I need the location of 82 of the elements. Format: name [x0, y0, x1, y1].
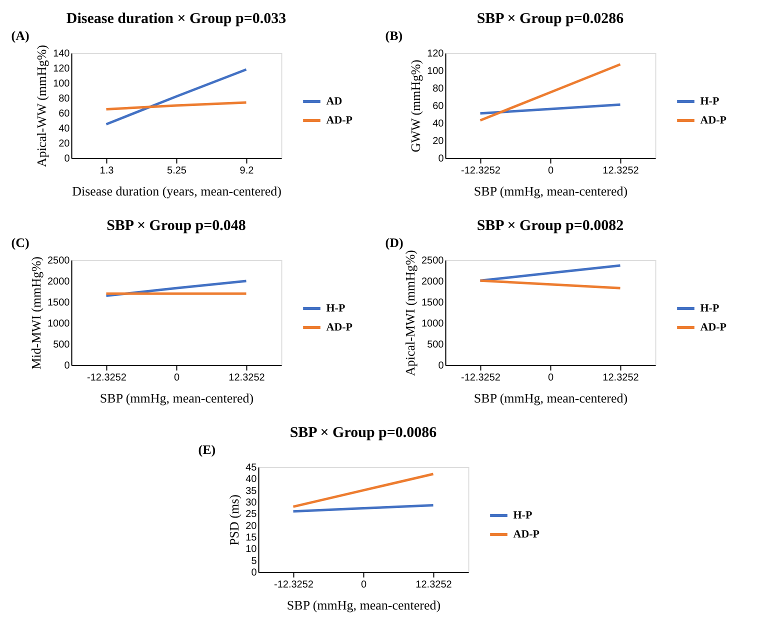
y-tick-label: 25 [246, 509, 258, 520]
legend-label: AD-P [326, 322, 353, 334]
x-tick-label: 12.3252 [228, 372, 266, 384]
chart-title: SBP × Group p=0.048 [106, 218, 246, 234]
legend-label: H-P [326, 302, 346, 314]
x-tick-label: 0 [360, 580, 367, 590]
legend-label: H-P [513, 510, 532, 522]
y-tick-label: 500 [427, 340, 444, 350]
y-tick-label: 2000 [422, 276, 444, 288]
y-tick-label: 1500 [422, 298, 444, 308]
x-tick-label: -12.3252 [87, 372, 127, 384]
x-tick-label: 0 [174, 372, 180, 384]
legend-label: AD-P [513, 528, 540, 540]
y-axis-title: Apical-MWI (mmHg%) [402, 250, 418, 376]
y-tick-label: 30 [246, 498, 258, 508]
text: (D) [385, 235, 404, 250]
y-tick-label: 1500 [48, 298, 70, 308]
y-tick-label: 60 [432, 101, 444, 112]
y-tick-label: 35 [246, 486, 258, 497]
text: (B) [385, 28, 403, 43]
chart-title: SBP × Group p=0.0286 [476, 11, 624, 27]
y-tick-label: 0 [438, 360, 444, 372]
y-tick-label: 40 [58, 124, 70, 134]
x-axis-title: SBP (mmHg, mean-centered) [100, 390, 254, 406]
x-tick-label: 12.3252 [602, 372, 640, 384]
x-axis-title: SBP (mmHg, mean-centered) [474, 390, 628, 406]
y-tick-label: 0 [438, 154, 444, 164]
y-tick-label: 120 [53, 64, 70, 74]
y-tick-label: 0 [64, 154, 70, 164]
y-axis-title: GWW (mmHg%) [408, 60, 424, 152]
y-axis-title: Mid-MWI (mmHg%) [28, 256, 44, 370]
chart-title: SBP × Group p=0.0082 [476, 218, 624, 234]
chart-title: Disease duration × Group p=0.033 [66, 11, 286, 27]
text: (E) [198, 442, 216, 457]
legend-label: AD-P [326, 114, 353, 126]
y-tick-label: 500 [53, 340, 70, 350]
y-tick-label: 20 [246, 520, 258, 532]
x-axis-title: SBP (mmHg, mean-centered) [474, 184, 628, 198]
y-tick-label: 40 [246, 474, 258, 486]
x-tick-label: 12.3252 [416, 580, 452, 590]
y-tick-label: 15 [246, 532, 258, 544]
y-tick-label: 10 [246, 544, 258, 556]
y-tick-label: 0 [251, 568, 258, 578]
x-tick-label: -12.3252 [461, 372, 501, 384]
y-tick-label: 80 [58, 94, 70, 104]
x-tick-label: 5.25 [167, 166, 187, 176]
x-tick-label: -12.3252 [461, 166, 501, 176]
legend-label: H-P [700, 302, 720, 314]
chart-title: SBP × Group p=0.0086 [290, 425, 438, 441]
x-tick-label: 0 [548, 166, 554, 176]
y-tick-label: 2500 [422, 256, 444, 266]
text: (A) [11, 28, 30, 43]
y-tick-label: 2500 [48, 256, 70, 266]
y-tick-label: 20 [432, 136, 444, 147]
text: (C) [11, 235, 30, 250]
x-tick-label: 9.2 [240, 166, 254, 176]
x-tick-label: -12.3252 [274, 580, 314, 590]
x-tick-label: 0 [548, 372, 554, 384]
y-tick-label: 140 [53, 48, 70, 60]
x-axis-title: Disease duration (years, mean-centered) [72, 184, 282, 198]
y-tick-label: 60 [58, 108, 70, 120]
y-tick-label: 100 [427, 66, 444, 77]
x-tick-label: 12.3252 [602, 166, 640, 176]
legend-label: AD [326, 96, 342, 108]
y-tick-label: 40 [432, 118, 444, 130]
x-tick-label: 1.3 [100, 166, 114, 176]
y-axis-title: PSD (ms) [226, 494, 242, 546]
y-tick-label: 80 [432, 84, 444, 94]
x-axis-title: SBP (mmHg, mean-centered) [286, 598, 441, 612]
y-tick-label: 2000 [48, 276, 70, 288]
legend-label: AD-P [700, 114, 727, 126]
y-tick-label: 120 [427, 48, 444, 60]
y-tick-label: 5 [251, 556, 258, 567]
y-tick-label: 1000 [48, 318, 70, 330]
y-tick-label: 1000 [422, 318, 444, 330]
legend-label: H-P [700, 96, 720, 108]
legend-label: AD-P [700, 322, 727, 334]
y-tick-label: 20 [58, 138, 70, 150]
y-axis-title: Apical-WW (mmHg%) [34, 44, 50, 168]
y-tick-label: 100 [53, 78, 70, 90]
y-tick-label: 45 [246, 462, 258, 474]
y-tick-label: 0 [64, 360, 70, 372]
